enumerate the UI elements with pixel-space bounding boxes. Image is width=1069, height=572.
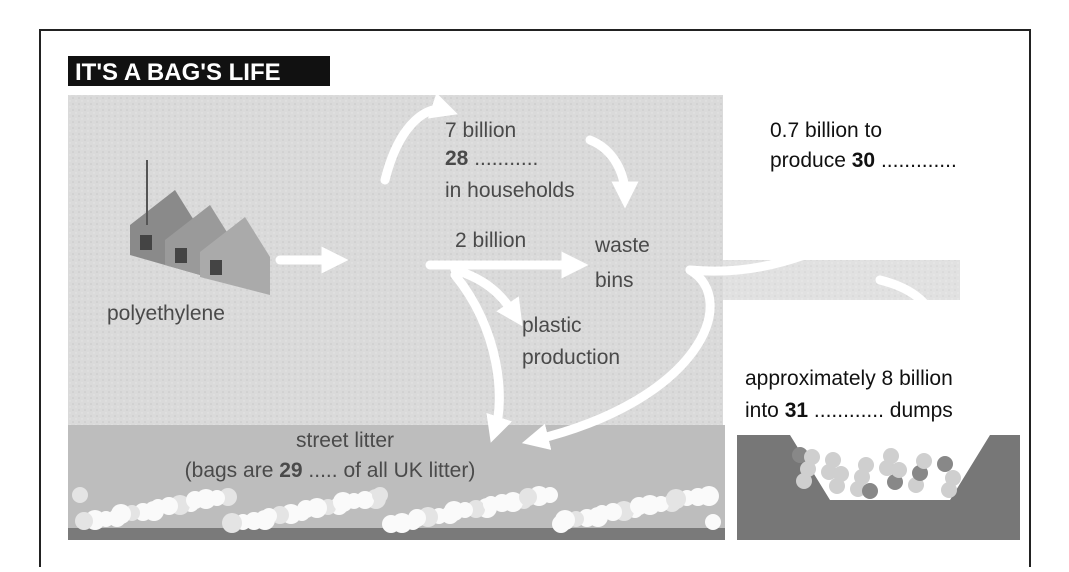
- title: IT'S A BAG'S LIFE: [75, 59, 281, 86]
- bag: [705, 514, 721, 530]
- text: (bags are: [185, 459, 274, 482]
- production-label: production: [522, 346, 620, 369]
- bag: [72, 487, 88, 503]
- bag: [666, 489, 686, 509]
- bag: [75, 512, 93, 530]
- bag: [483, 496, 499, 512]
- dumps-label: approximately 8 billion: [745, 367, 953, 390]
- text: dumps: [890, 399, 953, 422]
- question-number: 29: [279, 459, 302, 482]
- answer-blank: ...........: [474, 147, 538, 170]
- bag: [111, 504, 131, 524]
- waste-label: waste: [594, 234, 650, 257]
- text: produce: [770, 149, 846, 172]
- waste-label: bins: [595, 269, 634, 292]
- page: IT'S A BAG'S LIFE polyethylene 7 billion…: [0, 0, 1069, 567]
- bag: [862, 483, 878, 499]
- question-number: 31: [785, 399, 809, 422]
- bag: [222, 513, 242, 533]
- households-amount: 7 billion: [445, 119, 516, 142]
- bag: [891, 462, 907, 478]
- bag: [937, 456, 953, 472]
- bag: [372, 487, 388, 503]
- bag: [261, 508, 277, 524]
- answer-blank: ............: [814, 399, 884, 422]
- litter-question: (bags are 29 ..... of all UK litter): [185, 459, 476, 482]
- bag: [519, 488, 537, 506]
- dumps-question: into 31 ............ dumps: [745, 399, 953, 422]
- bag: [833, 466, 849, 482]
- bag: [555, 510, 575, 530]
- households-question: 28 ...........: [445, 147, 538, 170]
- bag: [630, 497, 648, 515]
- bag: [858, 457, 874, 473]
- bag: [916, 453, 932, 469]
- litter-label: street litter: [296, 429, 394, 452]
- polyethylene-label: polyethylene: [107, 302, 225, 325]
- bag: [408, 509, 426, 527]
- bag: [804, 449, 820, 465]
- bag: [297, 500, 315, 518]
- bag: [333, 492, 353, 512]
- bag: [186, 491, 204, 509]
- bag: [883, 448, 899, 464]
- bag: [825, 452, 841, 468]
- text: into: [745, 399, 779, 422]
- answer-blank: .............: [881, 149, 957, 172]
- answer-blank: .....: [308, 459, 337, 482]
- dump: [737, 435, 1020, 540]
- question-number: 30: [852, 149, 875, 172]
- households-label: in households: [445, 179, 575, 202]
- bag: [594, 505, 610, 521]
- produce-label: 0.7 billion to: [770, 119, 882, 142]
- produce-question: produce 30 .............: [770, 149, 957, 172]
- bag: [150, 499, 166, 515]
- waste-amount: 2 billion: [455, 229, 526, 252]
- bag: [382, 515, 400, 533]
- production-label: plastic: [522, 314, 582, 337]
- diagram: IT'S A BAG'S LIFE polyethylene 7 billion…: [0, 0, 1069, 567]
- bag: [945, 470, 961, 486]
- text: of all UK litter): [343, 459, 475, 482]
- question-number: 28: [445, 147, 469, 170]
- bag: [444, 501, 464, 521]
